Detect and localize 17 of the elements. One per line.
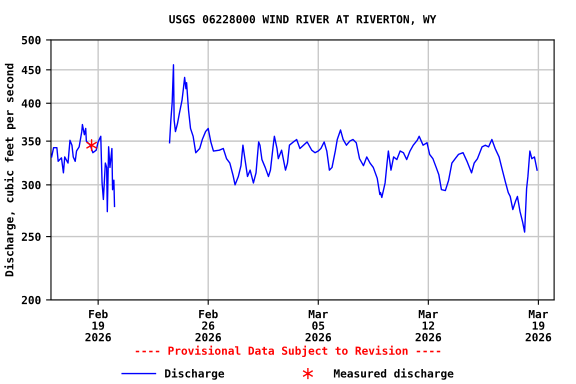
y-tick-label: 400 [22, 99, 41, 108]
legend-label: Measured discharge [334, 368, 454, 380]
y-axis-title: Discharge, cubic feet per second [4, 64, 16, 276]
y-tick-label: 450 [22, 66, 41, 74]
y-tick-label: 350 [22, 137, 41, 146]
y-tick-label: 250 [22, 232, 41, 241]
x-tick-label: Feb 19 2026 [85, 310, 111, 342]
chart-title: USGS 06228000 WIND RIVER AT RIVERTON, WY [169, 15, 436, 25]
x-tick-label: Feb 26 2026 [195, 310, 221, 342]
x-tick-label: Mar 05 2026 [306, 310, 332, 342]
legend-label: Discharge [165, 368, 224, 380]
text: ---- Provisional Data Subject to Revision ---- [136, 346, 440, 358]
x-tick-label: Mar 12 2026 [416, 310, 442, 342]
x-tick-label: Mar 19 2026 [526, 310, 552, 342]
y-tick-label: 200 [22, 296, 41, 304]
y-tick-label: 500 [22, 36, 41, 44]
y-tick-label: 300 [22, 180, 41, 190]
